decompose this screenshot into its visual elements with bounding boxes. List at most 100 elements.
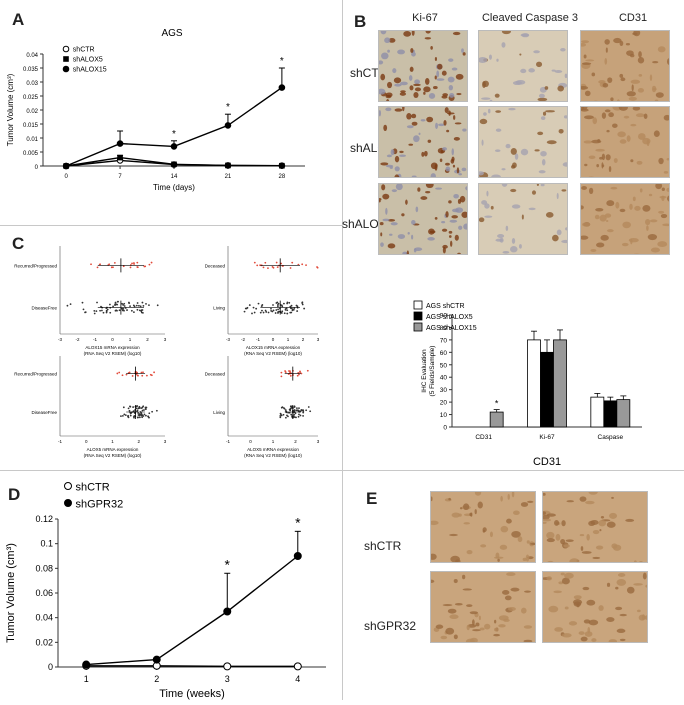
ihc-image-1-1 xyxy=(478,106,568,178)
legend-label: shALOX15 xyxy=(73,67,107,74)
x-tick-label: Ki-67 xyxy=(539,434,555,441)
data-dot xyxy=(122,374,124,376)
data-dot xyxy=(145,415,147,417)
data-dot xyxy=(97,266,99,268)
y-tick-label: 0.02 xyxy=(26,109,38,115)
legend-label: shCTR xyxy=(76,482,110,494)
data-dot xyxy=(143,266,145,268)
data-point-shCTR xyxy=(294,663,301,670)
data-point-shALOX5 xyxy=(225,163,231,169)
subplot-x-tick: 3 xyxy=(317,439,320,444)
significance-star: * xyxy=(225,556,231,572)
gpr32-ihc-image-3 xyxy=(542,571,648,643)
ihc-image-2-1 xyxy=(478,183,568,255)
x-tick-label: CD31 xyxy=(475,434,492,441)
data-dot xyxy=(270,310,272,312)
significance-star: * xyxy=(295,514,301,530)
data-dot xyxy=(283,303,285,305)
data-dot xyxy=(143,305,145,307)
data-dot xyxy=(148,417,150,419)
bar-AGS shALOX15 xyxy=(554,340,567,427)
data-dot xyxy=(261,310,263,312)
bar-AGS shCTR xyxy=(591,397,604,427)
data-dot xyxy=(253,307,255,309)
data-dot xyxy=(284,408,286,410)
panel-e-label: E xyxy=(366,489,377,509)
data-dot xyxy=(141,416,143,418)
data-dot xyxy=(136,262,138,264)
data-dot xyxy=(297,375,299,377)
ihc-image-2-2 xyxy=(580,183,670,255)
significance-star: * xyxy=(280,56,284,67)
data-dot xyxy=(139,407,141,409)
ihc-image-2-0 xyxy=(378,183,468,255)
significance-star: * xyxy=(495,399,499,409)
subplot-x-tick: 1 xyxy=(129,337,132,342)
data-dot xyxy=(123,310,125,312)
data-dot xyxy=(153,371,155,373)
data-dot xyxy=(137,375,139,377)
data-dot xyxy=(111,266,113,268)
data-dot xyxy=(244,311,246,313)
data-dot xyxy=(263,312,265,314)
data-dot xyxy=(128,408,130,410)
subplot-x-tick: 0 xyxy=(85,439,88,444)
data-dot xyxy=(140,310,142,312)
data-dot xyxy=(277,266,279,268)
data-dot xyxy=(305,409,307,411)
legend-label: AGS shCTR xyxy=(426,303,465,310)
data-dot xyxy=(288,302,290,304)
data-dot xyxy=(130,415,132,417)
y-tick-label: 0.02 xyxy=(35,637,53,647)
data-dot xyxy=(142,371,144,373)
data-dot xyxy=(317,267,319,269)
panel-b-label: B xyxy=(354,12,366,32)
data-dot xyxy=(119,309,121,311)
subplot-category-label: Recurred/Progressed xyxy=(14,372,57,377)
data-dot xyxy=(297,409,299,411)
data-dot xyxy=(157,304,159,306)
subplot-x-tick: 2 xyxy=(294,439,297,444)
data-dot xyxy=(103,312,105,314)
data-point-shALOX15 xyxy=(171,144,177,150)
y-tick-label: 70 xyxy=(440,337,448,344)
data-dot xyxy=(127,416,129,418)
y-tick-label: 0.01 xyxy=(26,137,38,143)
data-dot xyxy=(289,408,291,410)
subplot-x-label: ALOX5 mRNA expression xyxy=(247,447,299,452)
data-dot xyxy=(67,305,69,307)
subplot-x-tick: 2 xyxy=(146,337,149,342)
subplot-x-label: ALOX15 mRNA expression xyxy=(246,345,301,350)
panel-b: B Ki-67 Cleaved Caspase 3 CD31 shCTR shA… xyxy=(342,0,684,470)
data-dot xyxy=(296,407,298,409)
subplot-x-tick: -1 xyxy=(58,439,62,444)
data-dot xyxy=(70,303,72,305)
data-dot xyxy=(125,414,127,416)
data-dot xyxy=(275,309,277,311)
data-dot xyxy=(136,266,138,268)
significance-star: * xyxy=(172,129,176,140)
data-point-shALOX15 xyxy=(279,85,285,91)
x-tick-label: 28 xyxy=(279,174,286,180)
data-dot xyxy=(112,306,114,308)
y-tick-label: 30 xyxy=(440,387,448,394)
y-tick-label: 0.035 xyxy=(23,67,39,73)
y-tick-label: 40 xyxy=(440,375,448,382)
data-dot xyxy=(140,305,142,307)
subplot-x-tick: 1 xyxy=(272,439,275,444)
chart-title: CD31 xyxy=(533,456,561,468)
data-point-shALOX5 xyxy=(117,155,123,161)
data-dot xyxy=(298,414,300,416)
data-dot xyxy=(272,304,274,306)
y-tick-label: 20 xyxy=(440,400,448,407)
subplot-x-tick: -3 xyxy=(58,337,62,342)
series-line-shGPR32 xyxy=(86,556,298,665)
y-axis-label: Tumor Volume (cm³) xyxy=(6,73,15,146)
col-label-caspase: Cleaved Caspase 3 xyxy=(470,12,590,24)
y-tick-label: 0.12 xyxy=(35,514,53,524)
x-tick-label: 7 xyxy=(118,174,122,180)
data-dot xyxy=(114,262,116,264)
